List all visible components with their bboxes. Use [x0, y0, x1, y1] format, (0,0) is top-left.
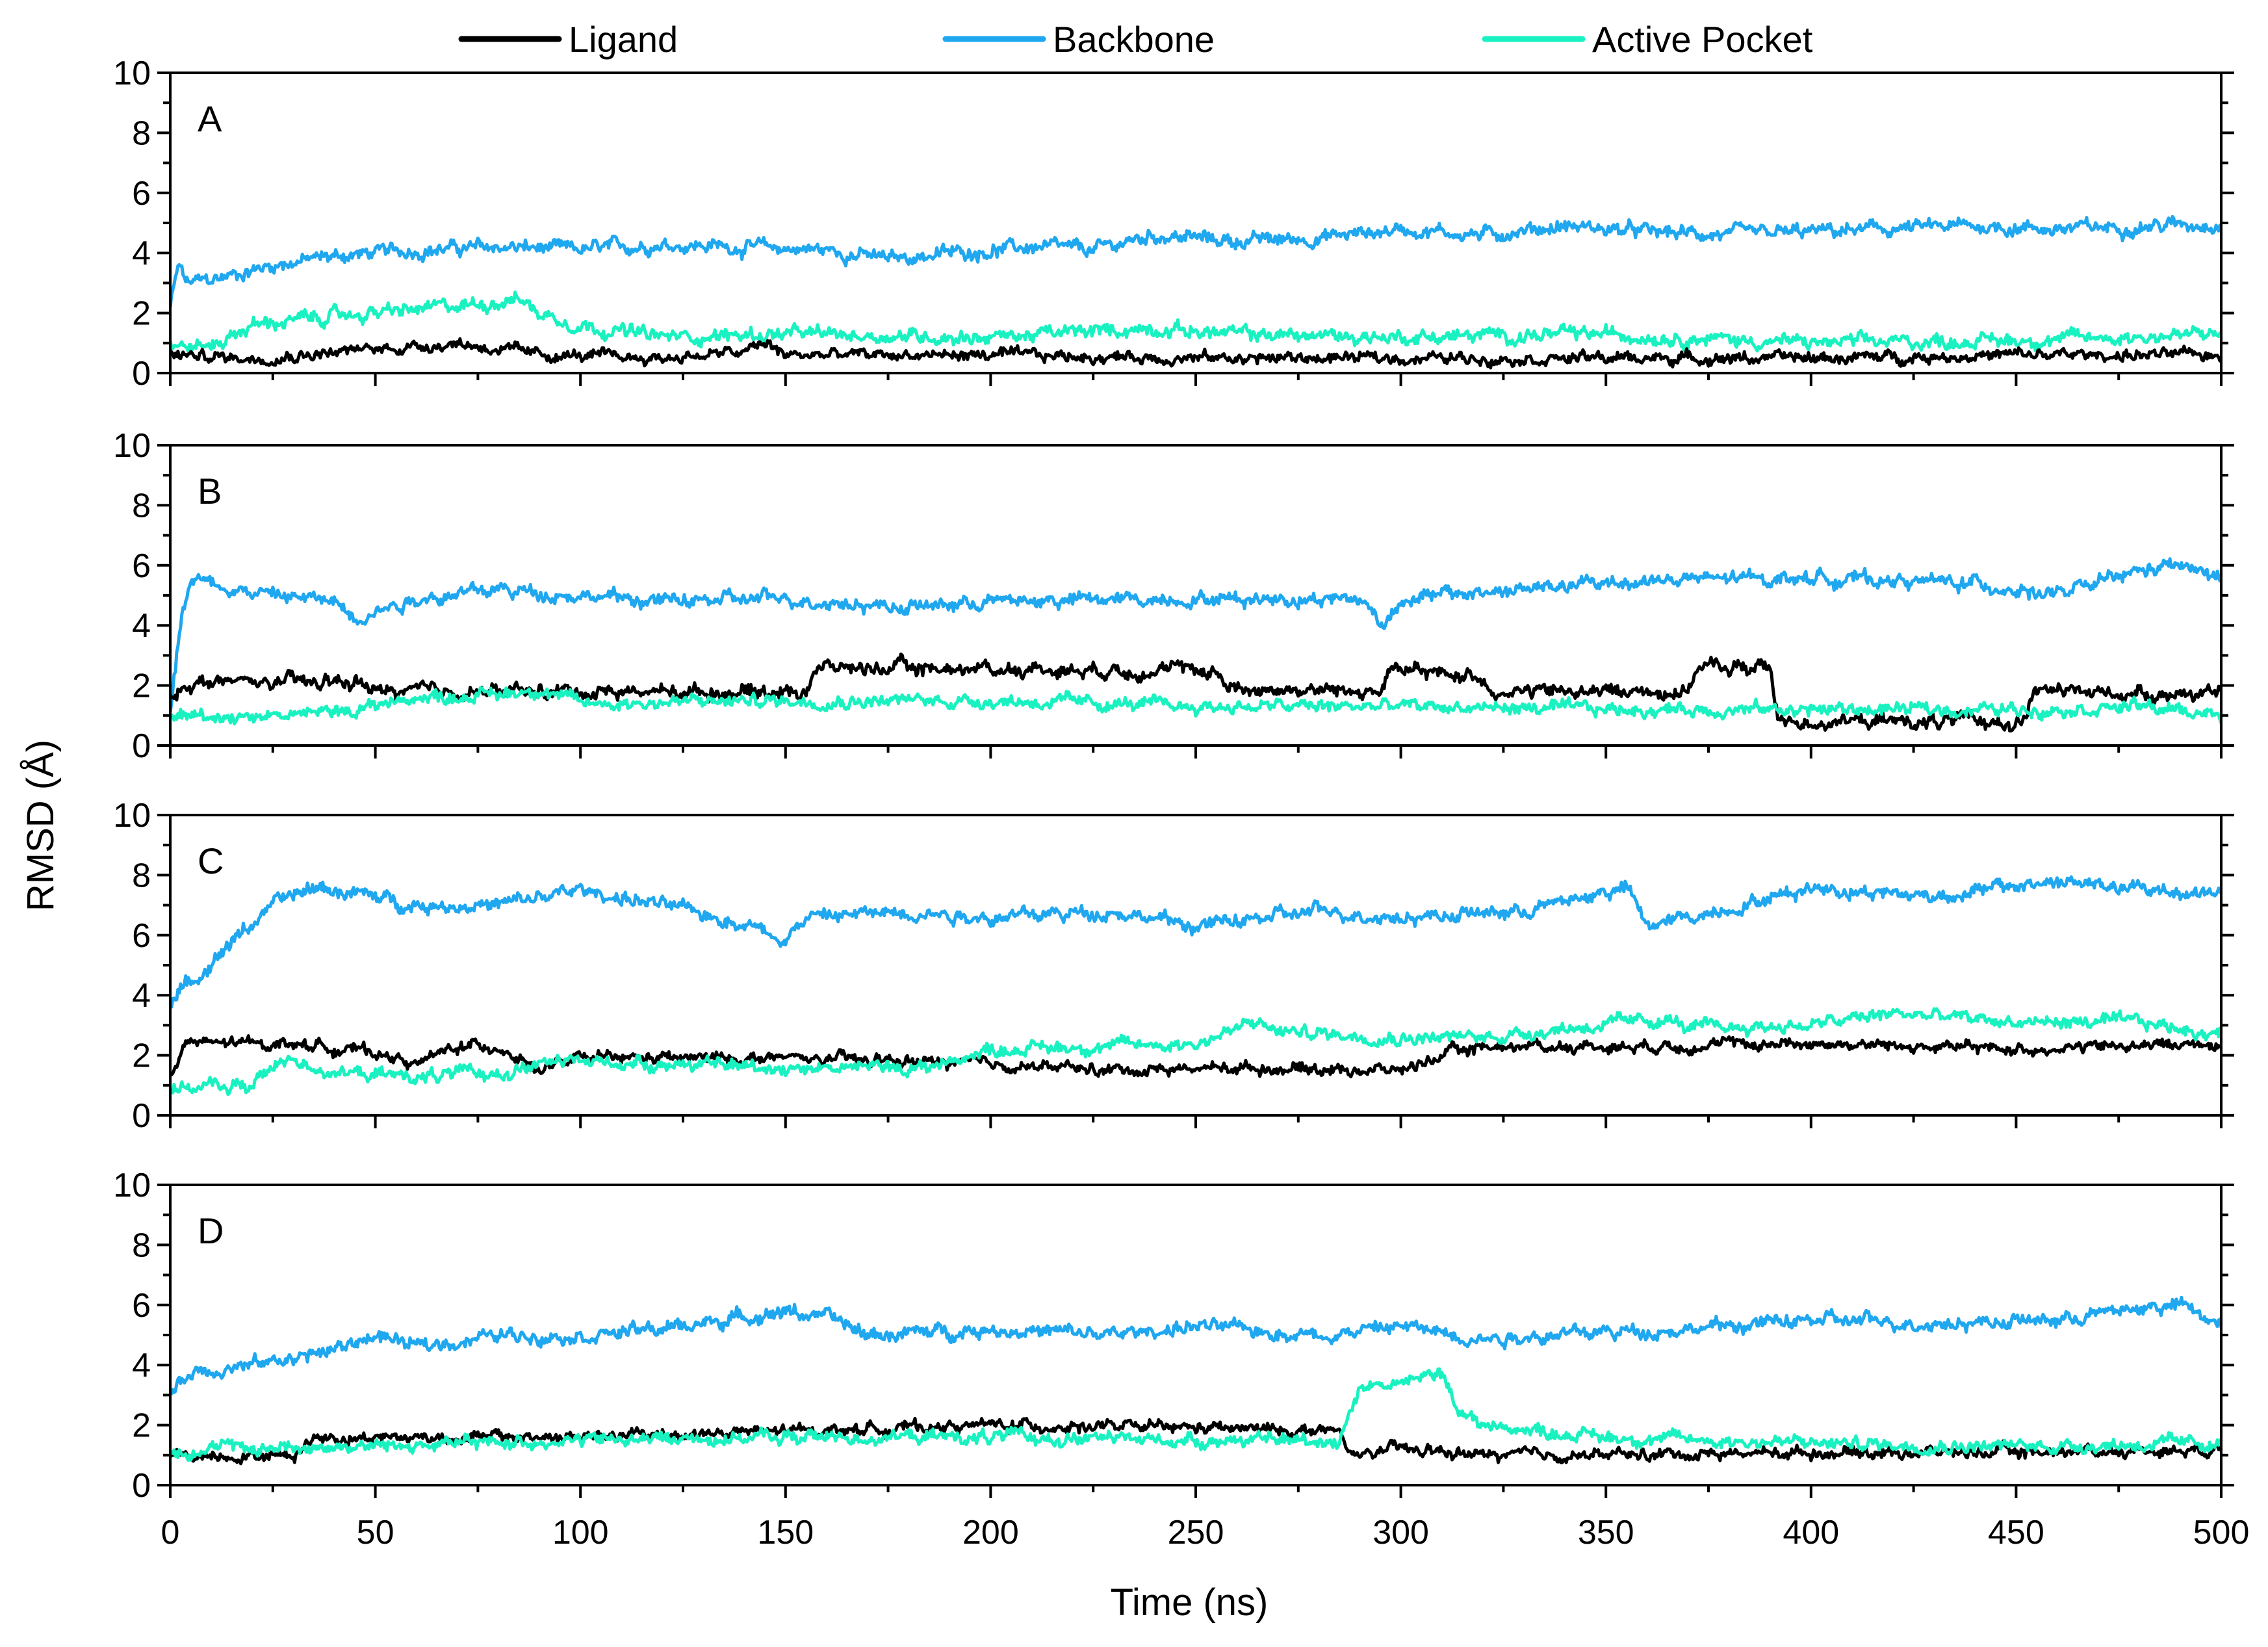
panel-label-c: C	[198, 840, 224, 881]
y-tick-label: 4	[132, 1347, 151, 1384]
panel-series-group	[170, 875, 2221, 1096]
panel-label-d: D	[198, 1210, 224, 1251]
y-tick-label: 6	[132, 175, 151, 213]
panel-d: 0 2 4 6 8 10 D	[113, 1167, 2234, 1505]
series-line-ligand-a	[170, 337, 2221, 370]
y-tick-label: 0	[132, 727, 151, 765]
series-line-ligand-d	[170, 1416, 2221, 1466]
x-tick-label: 0	[161, 1514, 180, 1551]
y-tick-label: 4	[132, 607, 151, 645]
panels: 0 2 4 6 8 10 A 0 2 4 6 8 10 B 0 2 4 6 8 10 C 0 2 4 6 8 10 D	[113, 55, 2234, 1505]
panel-label-b: B	[198, 471, 222, 512]
y-tick-label: 2	[132, 1407, 151, 1445]
x-axis: 0 50 100 150 200 250 300 350 400 450 500	[161, 1514, 2250, 1551]
y-tick-label: 0	[132, 1097, 151, 1135]
legend-label-ligand: Ligand	[569, 19, 678, 60]
panel-series-group	[170, 214, 2221, 370]
y-tick-label: 6	[132, 1287, 151, 1325]
series-line-active-pocket-b	[170, 686, 2221, 726]
y-axis-title: RMSD (Å)	[19, 740, 62, 911]
y-tick-label: 10	[113, 1167, 151, 1204]
panel-series-group	[170, 557, 2221, 733]
legend-label-backbone: Backbone	[1053, 19, 1215, 60]
y-tick-label: 8	[132, 857, 151, 894]
y-tick-label: 8	[132, 1226, 151, 1264]
y-tick-label: 2	[132, 1037, 151, 1075]
x-tick-label: 400	[1783, 1514, 1839, 1551]
y-tick-label: 0	[132, 1467, 151, 1505]
series-line-ligand-c	[170, 1034, 2221, 1079]
series-line-active-pocket-d	[170, 1367, 2221, 1462]
x-tick-label: 100	[552, 1514, 609, 1551]
series-line-backbone-d	[170, 1295, 2221, 1395]
x-tick-label: 450	[1988, 1514, 2044, 1551]
x-tick-label: 300	[1372, 1514, 1429, 1551]
series-line-backbone-c	[170, 875, 2221, 1009]
panel-series-group	[170, 1295, 2221, 1466]
x-tick-label: 50	[357, 1514, 394, 1551]
series-line-ligand-b	[170, 653, 2221, 733]
x-tick-label: 250	[1168, 1514, 1224, 1551]
y-tick-label: 8	[132, 487, 151, 525]
y-tick-label: 10	[113, 55, 151, 92]
panel-a: 0 2 4 6 8 10 A	[113, 55, 2234, 393]
y-tick-label: 2	[132, 668, 151, 705]
y-tick-label: 4	[132, 235, 151, 272]
series-line-backbone-a	[170, 214, 2221, 308]
x-tick-label: 500	[2193, 1514, 2250, 1551]
series-line-active-pocket-c	[170, 1007, 2221, 1096]
series-line-active-pocket-a	[170, 291, 2221, 353]
legend-label-active-pocket: Active Pocket	[1592, 19, 1813, 60]
y-tick-label: 2	[132, 295, 151, 333]
y-tick-label: 6	[132, 917, 151, 955]
y-tick-label: 0	[132, 355, 151, 393]
y-tick-label: 6	[132, 547, 151, 585]
y-tick-label: 10	[113, 797, 151, 835]
x-tick-label: 350	[1578, 1514, 1634, 1551]
series-line-backbone-b	[170, 557, 2221, 712]
panel-frame	[169, 444, 2223, 747]
panel-b: 0 2 4 6 8 10 B	[113, 427, 2234, 765]
y-tick-label: 4	[132, 977, 151, 1015]
panel-c: 0 2 4 6 8 10 C	[113, 797, 2234, 1135]
x-tick-label: 200	[962, 1514, 1019, 1551]
y-tick-label: 8	[132, 114, 151, 152]
x-tick-label: 150	[757, 1514, 814, 1551]
y-tick-label: 10	[113, 427, 151, 465]
panel-label-a: A	[198, 98, 222, 139]
legend: Ligand Backbone Active Pocket	[458, 19, 1813, 60]
x-axis-title: Time (ns)	[1111, 1581, 1269, 1624]
